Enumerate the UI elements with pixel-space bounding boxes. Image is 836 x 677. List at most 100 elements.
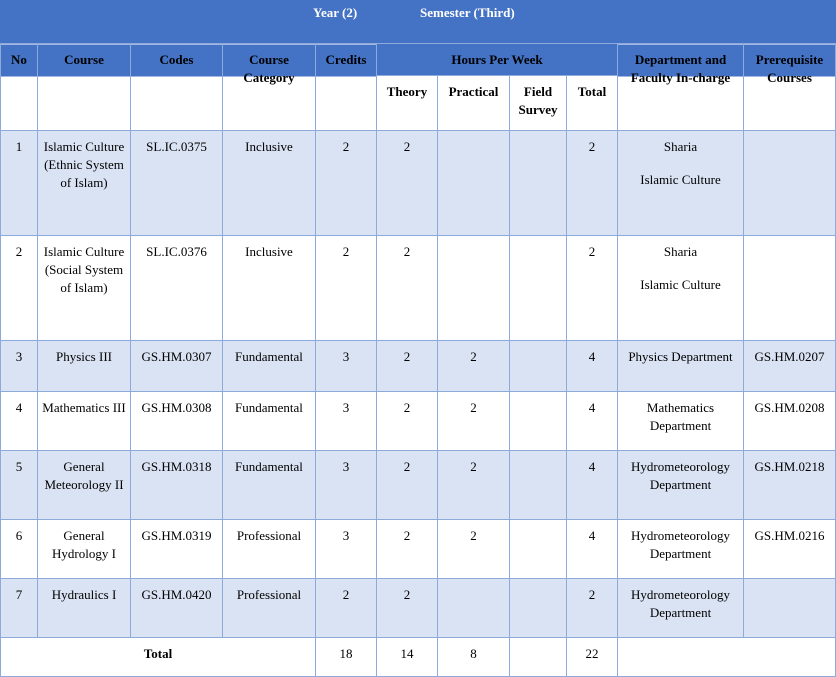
cell: Hydrometeorology Department (617, 578, 744, 638)
cell (743, 235, 836, 341)
cell: Islamic Culture (Social System of Islam) (37, 235, 131, 341)
cell (437, 130, 510, 236)
cell (437, 235, 510, 341)
cell: 6 (0, 519, 38, 579)
cell: 2 (437, 340, 510, 392)
cell: Fundamental (222, 391, 316, 451)
cell: 2 (315, 130, 377, 236)
cell: 3 (315, 450, 377, 520)
header-cell: Prerequisite Courses (743, 43, 836, 131)
cell (743, 130, 836, 236)
cell (509, 450, 567, 520)
department-line: Sharia (663, 244, 698, 259)
total-cell: 8 (437, 637, 510, 677)
cell: GS.HM.0208 (743, 391, 836, 451)
cell: Inclusive (222, 235, 316, 341)
cell: 4 (566, 340, 618, 392)
cell: 4 (566, 519, 618, 579)
total-cell (617, 637, 836, 677)
cell (509, 340, 567, 392)
cell (509, 519, 567, 579)
row: 7 Hydraulics I GS.HM.0420 Professional 2 2 2 Hy… (0, 578, 836, 638)
header-cell: Total (566, 75, 618, 131)
cell: Mathematics III (37, 391, 131, 451)
header-cell: Department and Faculty In-charge (617, 43, 744, 131)
header-cell: Field Survey (509, 75, 567, 131)
cell: Physics III (37, 340, 131, 392)
cell: GS.HM.0207 (743, 340, 836, 392)
cell (437, 578, 510, 638)
total-cell: 14 (376, 637, 438, 677)
cell: Hydrometeorology Department (617, 519, 744, 579)
cell: 3 (315, 340, 377, 392)
cell: 2 (376, 391, 438, 451)
cell: GS.HM.0319 (130, 519, 223, 579)
header-cell: Course Category (222, 43, 316, 131)
row: 1 Islamic Culture (Ethnic System of Islam… (0, 130, 836, 236)
row: 6 General Hydrology I GS.HM.0319 Profession… (0, 519, 836, 579)
cell: 1 (0, 130, 38, 236)
cell: 2 (376, 235, 438, 341)
cell: 2 (566, 130, 618, 236)
cell: 4 (0, 391, 38, 451)
department-line: Hydrometeorology Department (631, 587, 730, 620)
cell: Physics Department (617, 340, 744, 392)
department-line: Islamic Culture (640, 277, 721, 292)
cell: 2 (437, 391, 510, 451)
total-cell (509, 637, 567, 677)
cell: Inclusive (222, 130, 316, 236)
cell: 2 (315, 235, 377, 341)
header-cell: Theory (376, 75, 438, 131)
cell (743, 578, 836, 638)
cell: Mathematics Department (617, 391, 744, 451)
total-row: Total 18 14 8 22 (0, 637, 836, 677)
department-line: Islamic Culture (640, 172, 721, 187)
cell: 4 (566, 391, 618, 451)
row: 3 Physics III GS.HM.0307 Fundamental 3 2 2 4 Phy… (0, 340, 836, 392)
department-line: Mathematics Department (646, 400, 715, 433)
cell: 2 (376, 519, 438, 579)
cell: 3 (315, 391, 377, 451)
cell: Professional (222, 578, 316, 638)
department-line: Hydrometeorology Department (631, 528, 730, 561)
department-line: Physics Department (628, 349, 733, 364)
total-cell: 22 (566, 637, 618, 677)
cell: GS.HM.0308 (130, 391, 223, 451)
cell: 2 (376, 130, 438, 236)
cell: Fundamental (222, 340, 316, 392)
cell: 2 (566, 235, 618, 341)
cell: 3 (315, 519, 377, 579)
cell: Fundamental (222, 450, 316, 520)
cell: General Hydrology I (37, 519, 131, 579)
cell: 2 (315, 578, 377, 638)
cell: 2 (376, 340, 438, 392)
cell: GS.HM.0420 (130, 578, 223, 638)
cell: Hydraulics I (37, 578, 131, 638)
cell: GS.HM.0318 (130, 450, 223, 520)
header-cell: Codes (130, 43, 223, 131)
department-line: Sharia (663, 139, 698, 154)
row: 4 Mathematics III GS.HM.0308 Fundamental 3 2 2… (0, 391, 836, 451)
semester: Semester (Third) (420, 5, 515, 20)
cell: 5 (0, 450, 38, 520)
cell: 2 (0, 235, 38, 341)
cell: General Meteorology II (37, 450, 131, 520)
header-cell: Credits (315, 43, 377, 131)
cell: 2 (566, 578, 618, 638)
cell: Professional (222, 519, 316, 579)
cell: SL.IC.0376 (130, 235, 223, 341)
cell (509, 235, 567, 341)
cell: 2 (437, 450, 510, 520)
cell: 4 (566, 450, 618, 520)
cell (509, 578, 567, 638)
header-cell: Hours Per Week (376, 43, 618, 76)
row: 2 Islamic Culture (Social System of Islam… (0, 235, 836, 341)
row: 5 General Meteorology II GS.HM.0318 Fundame… (0, 450, 836, 520)
cell: Sharia Islamic Culture (617, 130, 744, 236)
cell: Islamic Culture (Ethnic System of Islam) (37, 130, 131, 236)
cell: 3 (0, 340, 38, 392)
cell: 2 (376, 450, 438, 520)
cell: 2 (376, 578, 438, 638)
header-cell: Practical (437, 75, 510, 131)
